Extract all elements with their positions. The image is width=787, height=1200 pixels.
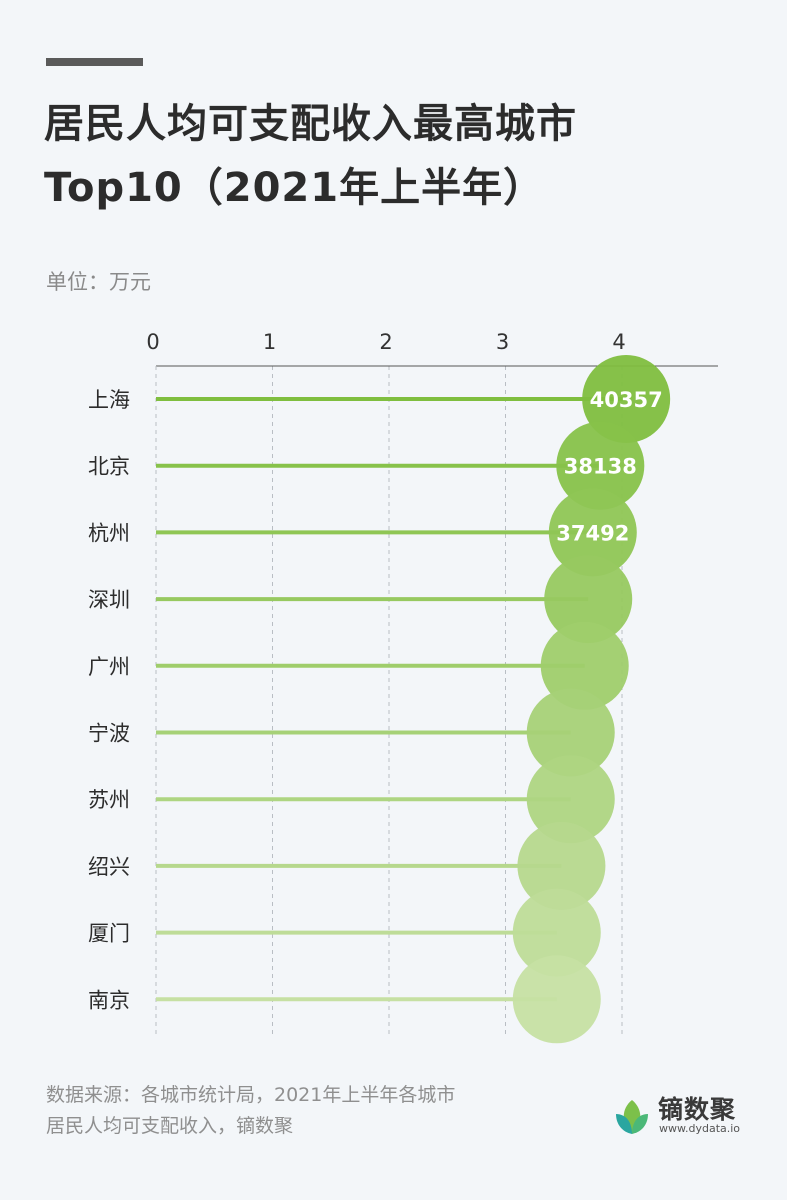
category-label-0: 上海: [88, 388, 130, 412]
lollipop-bubble-1: [556, 421, 645, 510]
category-label-8: 厦门: [88, 922, 130, 946]
lollipop-bubble-2: [548, 488, 637, 577]
lollipop-bubble-3: [544, 555, 633, 644]
data-label-1: 38138: [564, 455, 637, 479]
source-line-2: 居民人均可支配收入，镝数聚: [46, 1115, 294, 1137]
category-label-7: 绍兴: [88, 855, 130, 879]
brand-logo: 镝数聚 www.dydata.io: [612, 1092, 762, 1140]
lollipop-bubble-8: [512, 888, 601, 977]
lollipop-bubble-5: [526, 688, 615, 777]
logo-name: 镝数聚: [658, 1095, 737, 1124]
title-accent-bar: [46, 58, 143, 66]
source-line-1: 数据来源：各城市统计局，2021年上半年各城市: [46, 1084, 456, 1106]
x-tick-label-4: 4: [612, 330, 625, 354]
x-tick-label-1: 1: [263, 330, 276, 354]
source-note: 数据来源：各城市统计局，2021年上半年各城市 居民人均可支配收入，镝数聚: [46, 1080, 455, 1142]
category-label-3: 深圳: [88, 588, 130, 612]
page-title: 居民人均可支配收入最高城市 Top10（2021年上半年）: [44, 92, 744, 220]
category-label-4: 广州: [88, 655, 130, 679]
leaf-logo-icon: [616, 1100, 648, 1134]
lollipop-bubble-4: [540, 621, 629, 710]
category-label-9: 南京: [88, 988, 130, 1012]
data-label-0: 40357: [590, 388, 663, 412]
lollipop-bubble-0: [582, 355, 671, 443]
lollipop-bubble-6: [526, 755, 615, 844]
title-line-2: Top10（2021年上半年）: [44, 165, 545, 211]
title-line-1: 居民人均可支配收入最高城市: [44, 101, 577, 147]
data-label-2: 37492: [556, 521, 629, 545]
x-tick-label-2: 2: [379, 330, 392, 354]
x-tick-label-3: 3: [496, 330, 509, 354]
category-label-5: 宁波: [88, 722, 130, 746]
lollipop-bubble-9: [512, 955, 601, 1044]
lollipop-bubble-7: [517, 821, 606, 910]
x-tick-label-0: 0: [146, 330, 159, 354]
category-label-1: 北京: [88, 455, 130, 479]
category-label-6: 苏州: [88, 788, 130, 812]
category-label-2: 杭州: [88, 521, 130, 545]
unit-label: 单位：万元: [46, 270, 151, 294]
logo-url: www.dydata.io: [659, 1122, 741, 1135]
